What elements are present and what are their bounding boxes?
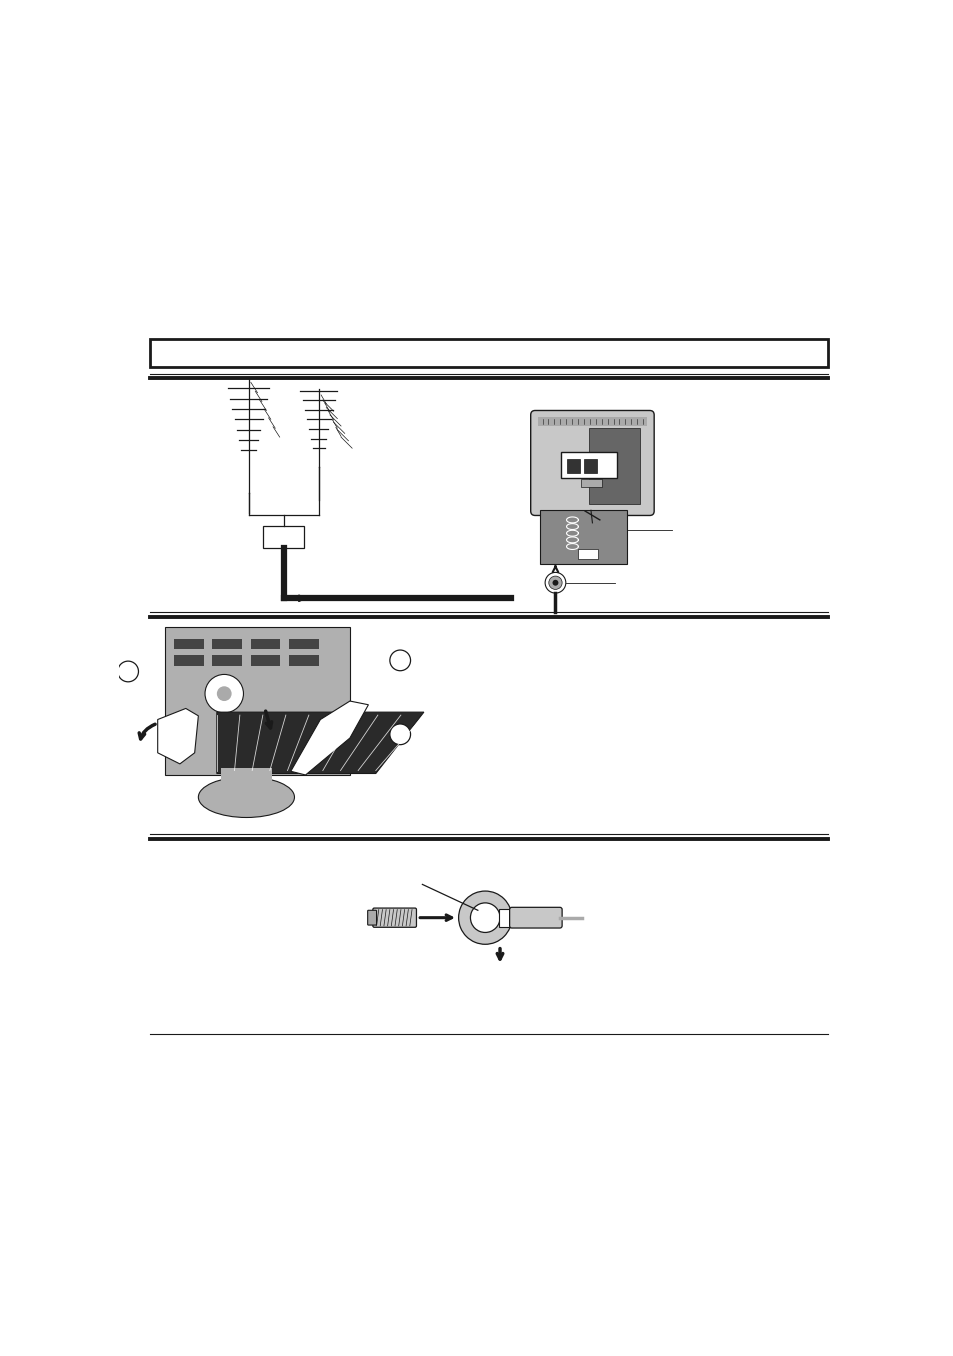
Wedge shape xyxy=(458,891,512,944)
Bar xyxy=(498,909,512,926)
Bar xyxy=(289,655,318,666)
Circle shape xyxy=(117,662,138,682)
Bar xyxy=(539,510,626,564)
Bar xyxy=(213,655,242,666)
Circle shape xyxy=(390,724,410,744)
Bar xyxy=(537,418,646,426)
FancyBboxPatch shape xyxy=(373,909,416,928)
FancyBboxPatch shape xyxy=(367,910,376,925)
Polygon shape xyxy=(157,708,198,763)
Bar xyxy=(588,428,639,503)
Bar xyxy=(251,655,280,666)
Bar xyxy=(583,458,597,473)
Bar xyxy=(574,518,610,523)
Ellipse shape xyxy=(198,777,294,818)
Bar xyxy=(213,639,242,650)
Bar xyxy=(263,526,304,548)
Circle shape xyxy=(552,580,558,586)
Bar xyxy=(165,626,350,776)
Bar xyxy=(151,339,826,367)
FancyBboxPatch shape xyxy=(509,907,561,928)
Circle shape xyxy=(548,576,561,590)
Bar xyxy=(173,639,203,650)
Polygon shape xyxy=(216,712,423,773)
Bar xyxy=(173,655,203,666)
Bar xyxy=(289,639,318,650)
Polygon shape xyxy=(291,701,368,776)
FancyBboxPatch shape xyxy=(530,411,654,515)
Bar xyxy=(251,639,280,650)
Circle shape xyxy=(205,674,243,713)
Circle shape xyxy=(544,572,565,593)
Circle shape xyxy=(390,650,410,671)
Bar xyxy=(580,479,601,487)
Bar xyxy=(560,452,617,477)
Bar xyxy=(566,458,579,473)
Circle shape xyxy=(216,686,232,701)
Bar xyxy=(220,767,272,797)
Bar xyxy=(577,549,598,559)
